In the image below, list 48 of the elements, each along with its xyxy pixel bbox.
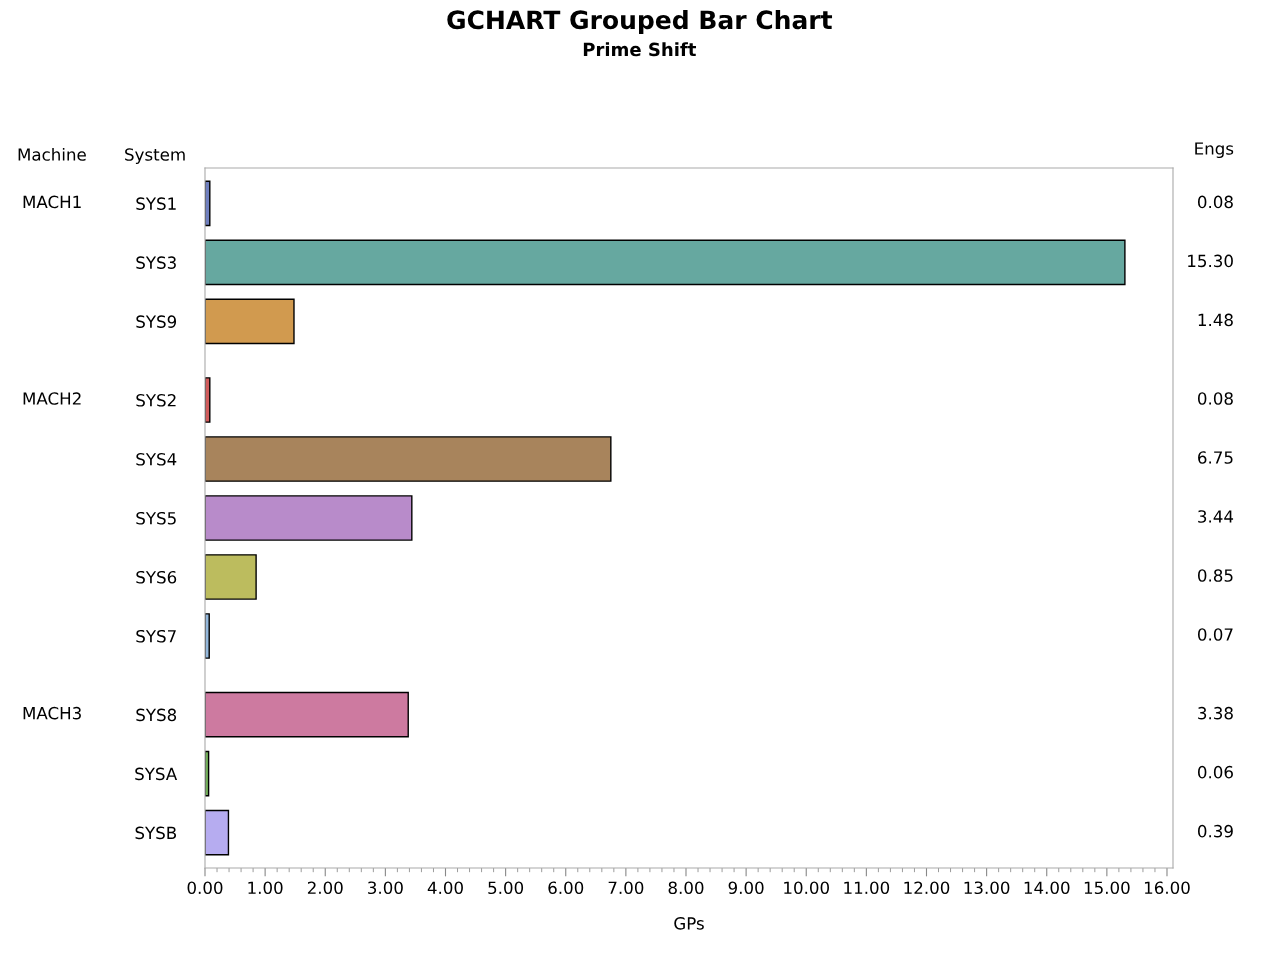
x-tick-label: 12.00: [904, 881, 950, 895]
y-tick-label: SYS6: [136, 570, 177, 584]
x-tick-label: 5.00: [488, 881, 524, 895]
text: Engs: [1195, 142, 1234, 159]
x-axis-title: GPs: [674, 917, 704, 930]
x-tick-label: 3.00: [368, 881, 403, 895]
x-tick-label: 0.00: [187, 881, 223, 895]
y-tick-label: SYS2: [136, 393, 176, 407]
text: System: [125, 148, 185, 165]
x-tick-label: 13.00: [964, 881, 1010, 895]
data-label: 0.08: [1197, 392, 1233, 405]
data-label: 6.75: [1198, 451, 1233, 464]
data-label: 3.38: [1198, 706, 1233, 720]
x-tick-label: 11.00: [844, 881, 890, 895]
y-tick-label: SYS9: [136, 315, 177, 328]
data-label: 0.07: [1197, 628, 1233, 641]
text: MACH1: [23, 195, 81, 209]
text: MACH2: [23, 392, 81, 405]
data-label: 0.06: [1197, 765, 1233, 779]
x-tick-label: 4.00: [427, 881, 463, 895]
data-label: 3.44: [1198, 510, 1234, 523]
text: MACH3: [23, 706, 81, 720]
y-tick-label: SYS1: [136, 197, 176, 210]
chart-title: GCHART Grouped Bar Chart: [447, 9, 833, 35]
x-tick-label: 7.00: [608, 881, 644, 895]
y-tick-label: SYS5: [136, 511, 176, 525]
y-tick-label: SYS4: [136, 452, 177, 466]
y-tick-label: SYSA: [135, 767, 178, 781]
data-label: 0.85: [1197, 569, 1233, 582]
x-tick-label: 16.00: [1144, 881, 1190, 895]
x-tick-label: 14.00: [1024, 881, 1070, 895]
y-tick-label: SYS3: [136, 256, 176, 269]
x-tick-label: 10.00: [784, 881, 829, 895]
chart-subtitle: Prime Shift: [583, 42, 697, 57]
x-tick-label: 15.00: [1084, 881, 1130, 895]
y-tick-label: SYS7: [136, 629, 176, 643]
x-tick-label: 2.00: [307, 881, 343, 895]
data-label: 1.48: [1198, 313, 1233, 327]
x-tick-label: 9.00: [728, 881, 764, 895]
text: Machine: [18, 147, 86, 161]
x-tick-label: 6.00: [548, 881, 584, 895]
y-tick-label: SYSB: [135, 826, 177, 840]
x-tick-label: 8.00: [668, 881, 704, 895]
y-tick-label: SYS8: [136, 708, 177, 722]
data-label: 0.39: [1197, 824, 1233, 838]
x-tick-label: 1.00: [248, 881, 283, 895]
data-label: 15.30: [1188, 254, 1233, 268]
data-label: 0.08: [1197, 195, 1233, 209]
